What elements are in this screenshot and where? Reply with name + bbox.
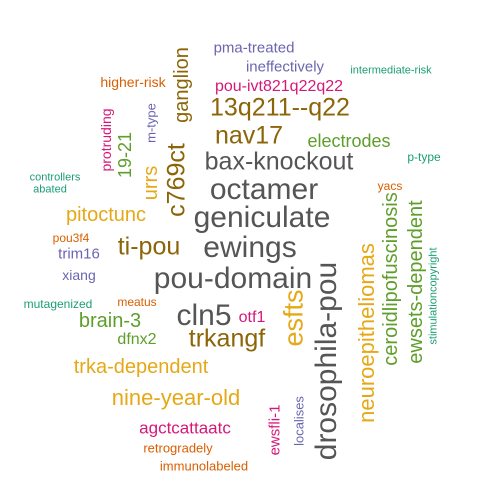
word-pou-ivt821q22q22: pou-ivt821q22q22 <box>214 78 344 95</box>
word-ineffectively: ineffectively <box>245 58 325 76</box>
word-abated: abated <box>33 183 67 196</box>
word-urrs: urrs <box>140 165 162 201</box>
word-pma-treated: pma-treated <box>213 39 295 57</box>
word-trim16: trim16 <box>58 245 100 263</box>
word-intermediate-risk: intermediate-risk <box>350 64 432 77</box>
word-yacs: yacs <box>377 179 403 193</box>
word-m-type: m-type <box>143 103 159 143</box>
word-mutagenized: mutagenized <box>23 297 93 311</box>
word-dfnx2: dfnx2 <box>117 331 157 348</box>
word-ewings: ewings <box>203 231 297 264</box>
word-agctcattaatc: agctcattaatc <box>139 418 231 438</box>
word-protruding: protruding <box>98 108 114 172</box>
word-ewsfli-1: ewsfli-1 <box>266 404 284 456</box>
word-localises: localises <box>291 396 307 446</box>
word-immunolabeled: immunolabeled <box>159 458 249 474</box>
word-ceroidlipofuscinosis: ceroidlipofuscinosis <box>380 192 402 366</box>
word-drosophila-pou: drosophila-pou <box>310 261 343 461</box>
word-cln5: cln5 <box>176 299 232 332</box>
word-c769ct: c769ct <box>162 143 191 217</box>
word-retrogradely: retrogradely <box>143 440 213 456</box>
word-stimulationcopyright: stimulationcopyright <box>427 247 440 345</box>
word-pitoctunc: pitoctunc <box>65 204 147 226</box>
word-controllers: controllers <box>29 171 81 184</box>
word-nav17: nav17 <box>214 121 284 150</box>
word-brain-3: brain-3 <box>78 310 142 332</box>
word-19-21: 19-21 <box>115 131 135 179</box>
word-meatus: meatus <box>117 295 157 309</box>
word-higher-risk: higher-risk <box>100 74 166 90</box>
word-esfts: esfts <box>278 289 309 347</box>
word-trka-dependent: trka-dependent <box>73 356 209 378</box>
word-ewsets-dependent: ewsets-dependent <box>405 200 427 364</box>
word-xiang: xiang <box>62 267 96 283</box>
word-electrodes: electrodes <box>307 131 391 151</box>
word-bax-knockout: bax-knockout <box>204 147 354 176</box>
word-geniculate: geniculate <box>193 201 331 234</box>
word-pou-domain: pou-domain <box>153 262 313 295</box>
word-neuroepitheliomas: neuroepitheliomas <box>354 243 379 423</box>
word-nine-year-old: nine-year-old <box>111 385 241 410</box>
word-trkangf: trkangf <box>188 324 266 353</box>
word-ganglion: ganglion <box>171 47 193 123</box>
word-otf1: otf1 <box>238 309 266 326</box>
word-pou3f4: pou3f4 <box>52 231 90 245</box>
word-octamer: octamer <box>209 173 319 206</box>
word-ti-pou: ti-pou <box>117 232 181 261</box>
word-p-type: p-type <box>407 150 441 164</box>
word-13q211-q22: 13q211--q22 <box>210 93 350 122</box>
